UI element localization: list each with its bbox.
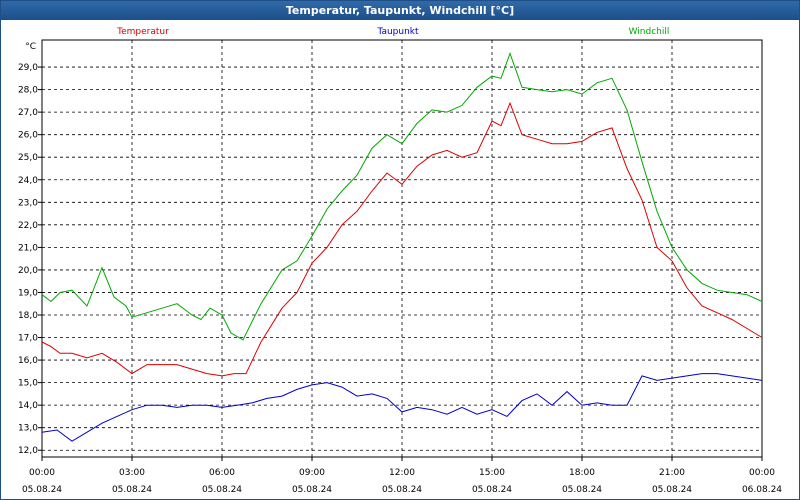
y-tick-label: 20,0 bbox=[18, 266, 38, 276]
y-tick-label: 28,0 bbox=[18, 86, 38, 96]
y-tick-label: 23,0 bbox=[18, 198, 38, 208]
x-tick-date-label: 05.08.24 bbox=[382, 485, 422, 495]
y-tick-label: 25,0 bbox=[18, 153, 38, 163]
x-tick-date-label: 05.08.24 bbox=[112, 485, 152, 495]
x-tick-time-label: 00:00 bbox=[749, 468, 775, 478]
y-tick-label: 22,0 bbox=[18, 221, 38, 231]
x-tick-time-label: 09:00 bbox=[299, 468, 325, 478]
x-tick-time-label: 00:00 bbox=[29, 468, 55, 478]
plot-area bbox=[41, 39, 763, 458]
x-tick-date-label: 05.08.24 bbox=[562, 485, 602, 495]
legend-label-taupunkt: Taupunkt bbox=[376, 27, 419, 37]
legend-label-windchill: Windchill bbox=[629, 27, 670, 37]
y-axis-unit: °C bbox=[25, 42, 36, 52]
y-tick-label: 29,0 bbox=[18, 63, 38, 73]
y-tick-label: 21,0 bbox=[18, 243, 38, 253]
y-tick-label: 26,0 bbox=[18, 131, 38, 141]
y-tick-label: 15,0 bbox=[18, 379, 38, 389]
x-tick-time-label: 18:00 bbox=[569, 468, 595, 478]
series-line-taupunkt bbox=[41, 373, 763, 442]
x-tick-time-label: 06:00 bbox=[209, 468, 235, 478]
x-tick-date-label: 05.08.24 bbox=[202, 485, 242, 495]
x-tick-time-label: 15:00 bbox=[479, 468, 505, 478]
y-tick-label: 13,0 bbox=[18, 424, 38, 434]
series-line-windchill bbox=[41, 52, 763, 341]
x-tick-time-label: 03:00 bbox=[119, 468, 145, 478]
y-tick-label: 24,0 bbox=[18, 176, 38, 186]
series-line-temperatur bbox=[41, 101, 763, 377]
x-tick-date-label: 05.08.24 bbox=[652, 485, 692, 495]
y-tick-label: 18,0 bbox=[18, 311, 38, 321]
y-tick-label: 14,0 bbox=[18, 401, 38, 411]
x-tick-time-label: 21:00 bbox=[659, 468, 685, 478]
y-tick-label: 19,0 bbox=[18, 288, 38, 298]
line-chart: 12,0 13,0 14,0 15,0 16,0 17,0 18,0 19,0 20,0 21,0… bbox=[18, 27, 782, 495]
x-tick-date-label: 06.08.24 bbox=[742, 485, 782, 495]
y-tick-label: 17,0 bbox=[18, 334, 38, 344]
x-tick-date-label: 05.08.24 bbox=[472, 485, 512, 495]
window-title: Temperatur, Taupunkt, Windchill [°C] bbox=[1, 1, 799, 20]
x-tick-date-label: 05.08.24 bbox=[22, 485, 62, 495]
y-tick-label: 27,0 bbox=[18, 108, 38, 118]
y-tick-label: 12,0 bbox=[18, 446, 38, 456]
x-tick-time-label: 12:00 bbox=[389, 468, 415, 478]
legend-label-temperatur: Temperatur bbox=[116, 27, 169, 37]
x-tick-date-label: 05.08.24 bbox=[292, 485, 332, 495]
y-tick-label: 16,0 bbox=[18, 356, 38, 366]
